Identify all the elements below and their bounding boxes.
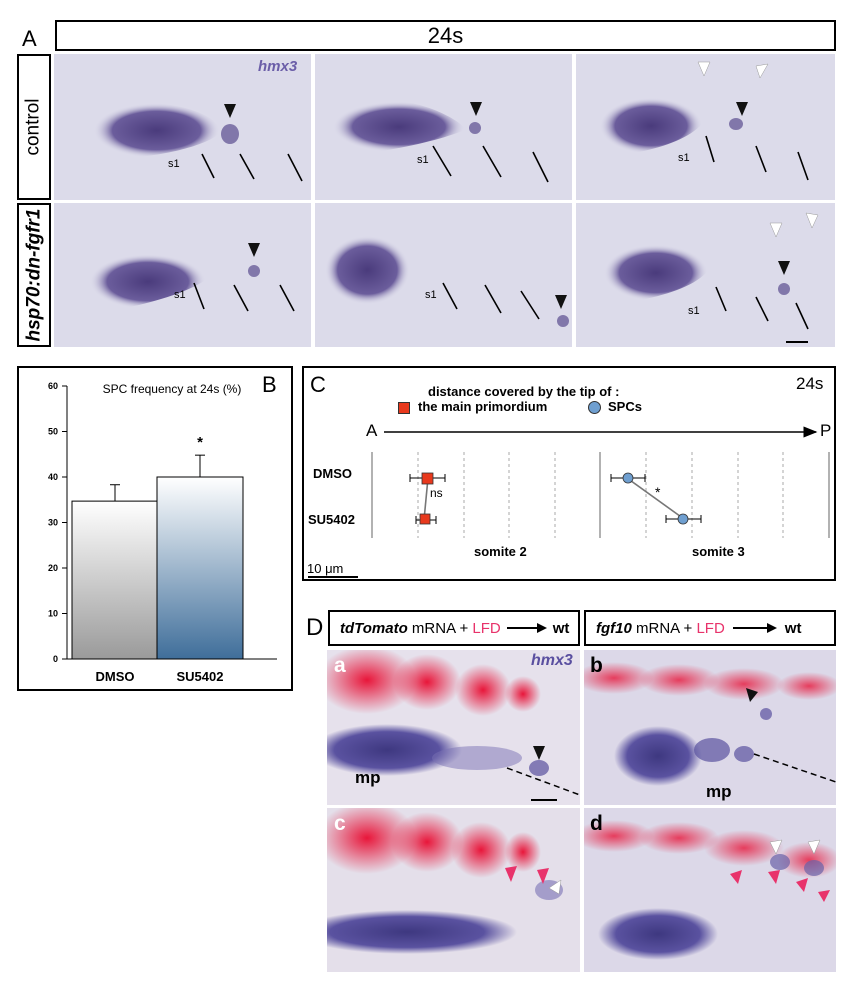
distance-plot (308, 426, 830, 578)
micrograph-a-dnfgfr1-3: s1 (576, 203, 835, 347)
chart-title: SPC frequency at 24s (%) (103, 382, 242, 396)
somite-label: s1 (417, 154, 429, 166)
row-label-dmso: DMSO (313, 466, 352, 481)
arrow-right-icon (506, 623, 547, 633)
somite-label: s1 (425, 289, 437, 301)
somite-2-label: somite 2 (474, 544, 527, 559)
row-label-control: control (17, 54, 51, 200)
primordium-point-su5402 (419, 513, 431, 525)
panel-a-stage-box: 24s (55, 20, 836, 51)
panel-a-letter: A (22, 26, 37, 51)
y-tick-label: 60 (48, 381, 58, 391)
legend-spc-label: SPCs (608, 399, 642, 414)
somite-label: s1 (168, 158, 180, 170)
micrograph-a-control-1: s1 hmx3 (54, 54, 311, 200)
legend-spc-marker (588, 401, 601, 414)
mp-label: mp (706, 782, 732, 801)
somite-label: s1 (678, 152, 690, 164)
panel-d-left-header: tdTomato mRNA + LFD wt (328, 610, 580, 646)
primordium-point-dmso (421, 472, 434, 485)
micrograph-a-dnfgfr1-1: s1 (54, 203, 311, 347)
bar-su5402 (156, 476, 244, 660)
legend-primordium-marker (398, 402, 410, 414)
y-tick-label: 10 (48, 609, 58, 619)
y-tick-label: 50 (48, 427, 58, 437)
gene-label-hmx3: hmx3 (531, 652, 573, 669)
significance-star: * (197, 434, 203, 451)
panel-c-heading: distance covered by the tip of : (428, 384, 620, 399)
spc-connector (626, 477, 685, 520)
primordium-connector (423, 477, 429, 521)
axis-anterior-label: A (366, 421, 378, 440)
micrograph-d-d: d (584, 808, 836, 972)
ns-label: ns (430, 486, 443, 500)
sublabel-a: a (334, 654, 346, 677)
axis-posterior-label: P (820, 421, 832, 440)
micrograph-d-c: c (327, 808, 580, 972)
panel-c-frame (302, 366, 836, 581)
panel-c-letter: C (310, 372, 326, 397)
legend-primordium-label: the main primordium (418, 399, 548, 414)
micrograph-a-dnfgfr1-2: s1 (315, 203, 572, 347)
panel-b-letter: B (262, 372, 277, 397)
panel-a-stage-label: 24s (427, 22, 464, 48)
category-label: DMSO (96, 669, 135, 684)
scale-bar-label: 10 μm (307, 561, 344, 576)
y-tick-label: 30 (48, 518, 58, 528)
spc-point-dmso (622, 472, 634, 484)
sublabel-c: c (334, 812, 346, 835)
arrow-right-icon (732, 623, 777, 633)
y-tick-label: 40 (48, 472, 58, 482)
row-label-dn-fgfr1: hsp70:dn-fgfr1 (17, 203, 51, 347)
panel-d-letter: D (306, 614, 324, 641)
category-label: SU5402 (177, 669, 224, 684)
somite-label: s1 (174, 289, 186, 301)
sublabel-b: b (590, 654, 603, 677)
gene-label-hmx3: hmx3 (258, 58, 298, 75)
panel-c-stage: 24s (796, 374, 824, 393)
micrograph-d-a: a mp hmx3 (327, 650, 580, 805)
scale-bar (308, 576, 358, 578)
y-tick-label: 20 (48, 563, 58, 573)
panel-d-right-header: fgf10 mRNA + LFD wt (584, 610, 836, 646)
mp-label: mp (355, 768, 381, 787)
micrograph-a-control-3: s1 (576, 54, 835, 200)
panel-b-frame (17, 366, 293, 691)
spc-frequency-chart: 0 10 20 30 40 50 60 SPC frequency at 24s (%) DMS… (48, 381, 277, 684)
somite-label: s1 (688, 305, 700, 317)
spc-point-su5402 (677, 513, 689, 525)
significance-star: * (655, 484, 661, 500)
micrograph-d-b: b mp (584, 650, 836, 805)
row-label-su5402: SU5402 (308, 512, 355, 527)
sublabel-d: d (590, 812, 603, 835)
micrograph-a-control-2: s1 (315, 54, 572, 200)
bar-dmso (71, 500, 159, 660)
somite-3-label: somite 3 (692, 544, 745, 559)
y-tick-label: 0 (53, 654, 58, 664)
